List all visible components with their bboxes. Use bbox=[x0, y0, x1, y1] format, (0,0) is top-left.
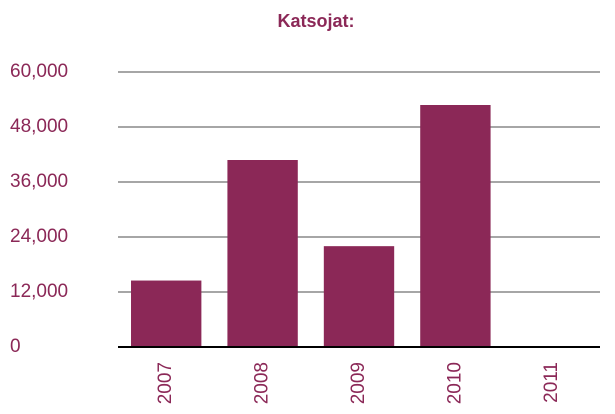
y-tick-label: 60,000 bbox=[10, 61, 68, 82]
y-tick-label: 12,000 bbox=[10, 281, 68, 302]
y-tick-label: 48,000 bbox=[10, 116, 68, 137]
x-tick-label: 2010 bbox=[444, 362, 465, 404]
y-tick-label: 0 bbox=[10, 336, 21, 357]
x-tick-label: 2007 bbox=[155, 362, 176, 404]
x-tick-label: 2009 bbox=[348, 362, 369, 404]
bar bbox=[131, 280, 202, 347]
y-tick-label: 24,000 bbox=[10, 226, 68, 247]
chart-title: Katsojat: bbox=[277, 11, 354, 31]
bar bbox=[323, 246, 395, 347]
bar bbox=[420, 105, 491, 347]
x-tick-label: 2008 bbox=[252, 362, 273, 404]
x-tick-label: 2011 bbox=[541, 362, 562, 403]
bar bbox=[227, 160, 298, 347]
y-tick-label: 36,000 bbox=[10, 171, 68, 192]
